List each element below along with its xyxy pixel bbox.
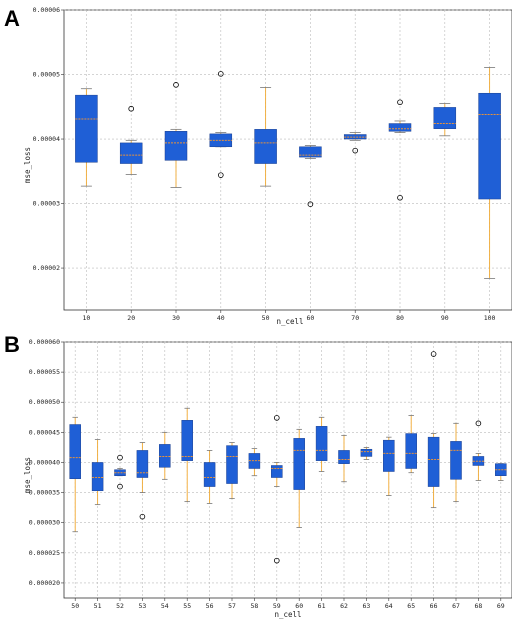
panel-b-xtick-label: 60: [295, 602, 303, 610]
panel-b-box: [226, 445, 238, 484]
panel-a-flier: [218, 71, 224, 77]
panel-a-xtick-label: 60: [306, 314, 314, 322]
panel-b-xtick-label: 62: [340, 602, 348, 610]
panel-b-xtick-label: 66: [430, 602, 438, 610]
panel-a-flier: [307, 201, 314, 207]
panel-a-xtick-label: 90: [441, 314, 449, 322]
panel-b-plot-frame: [63, 341, 512, 599]
panel-b-ylabel: mse_loss: [23, 457, 32, 493]
panel-b-xtick-label: 51: [94, 602, 102, 610]
panel-b-flier: [475, 420, 482, 427]
panel-b-box: [338, 450, 350, 464]
panel-b-xtick-label: 61: [318, 602, 326, 610]
panel-a-xlabel: n_cell: [276, 317, 303, 326]
panel-a-box: [478, 92, 501, 200]
panel-b-xtick-label: 56: [206, 602, 214, 610]
panel-a-flier: [352, 147, 359, 154]
panel-b-box: [405, 433, 417, 469]
panel-b-ytick-label: 0.000040: [29, 458, 60, 466]
panel-a-ytick-label: 0.00002: [33, 264, 60, 272]
panel-a-flier: [397, 194, 403, 201]
panel-a-flier: [218, 172, 224, 178]
panel-b-xtick-label: 50: [71, 602, 79, 610]
panel-a-flier: [397, 99, 403, 106]
panel-b-ytick-label: 0.000035: [29, 489, 60, 497]
panel-b-xtick-label: 54: [161, 602, 169, 610]
panel-b-flier: [273, 557, 280, 564]
panel-a-box: [299, 146, 322, 158]
panel-b-xtick-label: 57: [228, 602, 236, 610]
panel-a-xtick-label: 20: [127, 314, 135, 322]
panel-a-xtick-label: 80: [396, 314, 404, 322]
panel-b-box: [136, 450, 149, 478]
panel-a-box: [433, 107, 457, 129]
panel-b-flier: [139, 513, 146, 520]
panel-b-xtick-label: 63: [362, 602, 370, 610]
panel-a-flier: [173, 82, 179, 88]
panel-b-flier: [117, 483, 123, 490]
panel-a-xtick-label: 30: [172, 314, 180, 322]
panel-b-xtick-label: 55: [183, 602, 191, 610]
panel-b-box: [427, 436, 440, 487]
panel-b-xtick-label: 58: [250, 602, 258, 610]
panel-b-ytick-label: 0.000060: [29, 338, 60, 346]
panel-b-letter: B: [4, 332, 20, 357]
panel-b-box: [360, 448, 373, 457]
panel-b-box: [203, 462, 216, 487]
panel-b-box: [450, 441, 462, 480]
panel-a-letter: A: [4, 6, 20, 31]
panel-b-box: [271, 465, 283, 478]
panel-b-box: [315, 426, 328, 461]
panel-b-box: [69, 424, 81, 479]
panel-b-ytick-label: 0.000025: [29, 549, 60, 557]
panel-b-xtick-label: 67: [452, 602, 460, 610]
panel-b-ytick-label: 0.000055: [29, 368, 60, 376]
panel-b-xtick-label: 53: [138, 602, 146, 610]
panel-a-xtick-label: 40: [217, 314, 225, 322]
panel-a-xtick-label: 50: [262, 314, 270, 322]
panel-b-box: [181, 420, 193, 461]
panel-b-xtick-label: 59: [273, 602, 281, 610]
panel-b-ytick-label: 0.000020: [29, 579, 60, 587]
panel-b-xtick-label: 64: [385, 602, 393, 610]
panel-b-chart: 0.000020 0.000025 0.000030 0.000035 0.000040…: [29, 338, 512, 610]
panel-b-box: [159, 444, 171, 468]
panel-b-flier: [273, 415, 280, 421]
panel-b-xlabel: n_cell: [274, 610, 301, 619]
panel-b-xtick-label: 69: [497, 602, 505, 610]
panel-b-ytick-label: 0.000045: [29, 428, 60, 436]
panel-a-box: [75, 94, 98, 163]
panel-a-box: [388, 123, 412, 132]
panel-b-xtick-label: 52: [116, 602, 124, 610]
panel-a-ytick-label: 0.00006: [33, 6, 60, 14]
panel-a-chart: 0.00002 0.00003 0.00004 0.00005 0.00006 10 20 3…: [33, 6, 512, 322]
panel-b-flier: [430, 351, 437, 357]
panel-b-box: [91, 462, 104, 492]
panel-a-ytick-label: 0.00005: [33, 71, 60, 79]
panel-b-box: [383, 439, 395, 472]
panel-b-ytick-label: 0.000030: [29, 519, 60, 527]
panel-a-ylabel: mse_loss: [23, 147, 32, 183]
panel-a-xtick-label: 10: [82, 314, 90, 322]
panel-a-flier: [128, 105, 135, 112]
panel-a-ytick-label: 0.00004: [33, 135, 60, 143]
panel-a-box: [254, 129, 277, 164]
panel-b-xtick-label: 68: [474, 602, 482, 610]
panel-a-ytick-label: 0.00003: [33, 200, 60, 208]
panel-b-xtick-label: 65: [407, 602, 415, 610]
panel-a-box: [119, 142, 143, 164]
panel-a-xtick-label: 70: [351, 314, 359, 322]
panel-b-flier: [117, 454, 123, 461]
panel-b-ytick-label: 0.000050: [29, 398, 60, 406]
panel-a-box: [164, 131, 188, 161]
panel-a-xtick-label: 100: [484, 314, 496, 322]
panel-b-box: [293, 438, 305, 490]
